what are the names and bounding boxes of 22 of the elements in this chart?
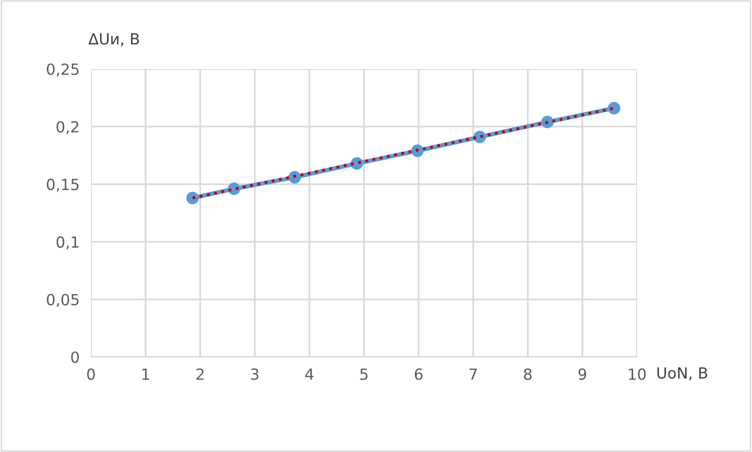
point xyxy=(411,144,424,158)
x-tick-label: 2 xyxy=(196,368,204,380)
y-tick-label: 0,05 xyxy=(46,294,79,307)
y-tick-label: 0,2 xyxy=(56,121,78,134)
x-tick-label: 10 xyxy=(628,368,646,380)
y-tick-label: 0,1 xyxy=(56,236,78,250)
x-tick-label: 9 xyxy=(578,368,586,380)
y-tick-label: 0 xyxy=(71,351,79,364)
x-tick-label: 6 xyxy=(414,368,422,380)
x-tick-label: 5 xyxy=(360,368,368,380)
x-tick-label: 1 xyxy=(142,368,150,380)
y-tick-label: 0,15 xyxy=(46,178,79,192)
x-tick-label: 3 xyxy=(251,368,258,380)
x-tick-label: 8 xyxy=(524,368,532,380)
x-tick-label: 4 xyxy=(305,368,314,380)
x-axis-title: UoN, В xyxy=(657,367,708,380)
x-tick-label: 0 xyxy=(87,368,95,380)
y-axis-title: ΔUи, В xyxy=(88,33,139,46)
point xyxy=(608,102,620,114)
x-tick-label: 7 xyxy=(470,368,477,380)
y-tick-label: 0,25 xyxy=(46,63,79,77)
point xyxy=(288,171,301,184)
